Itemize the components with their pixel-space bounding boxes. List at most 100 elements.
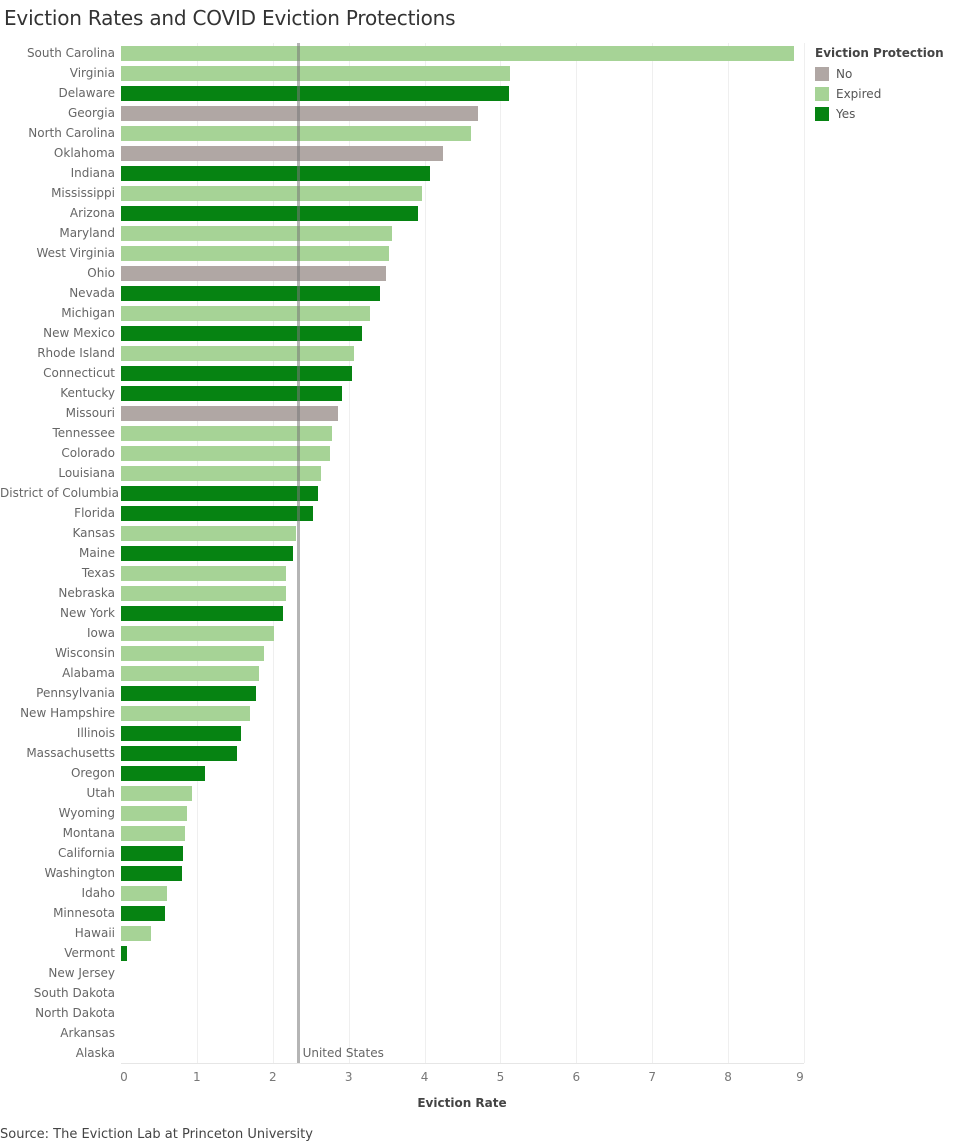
y-axis-label: Virginia [69,66,115,80]
legend: Eviction Protection No Expired Yes [815,46,944,124]
bar[interactable] [121,145,443,161]
y-axis-label: Idaho [81,886,115,900]
bar[interactable] [121,525,296,541]
y-axis-label: California [58,846,115,860]
y-axis-label: Oregon [70,766,115,780]
bar[interactable] [121,805,188,821]
x-tick-label: 6 [572,1070,581,1084]
bar[interactable] [121,725,241,741]
y-axis-label: Hawaii [74,926,115,940]
gridline [576,43,578,1063]
bar[interactable] [121,585,286,601]
bar[interactable] [121,685,257,701]
gridline [728,43,730,1063]
bar[interactable] [121,425,332,441]
y-axis-label: Colorado [61,446,115,460]
source-note: Source: The Eviction Lab at Princeton Un… [0,1127,313,1142]
x-tick-label: 3 [344,1070,353,1084]
x-tick-label: 9 [796,1070,804,1084]
y-axis-label: Wyoming [58,806,115,820]
x-axis-title: Eviction Rate [417,1096,507,1110]
bar[interactable] [121,765,206,781]
bar[interactable] [121,625,274,641]
gridline [348,43,350,1063]
y-axis-label: South Carolina [26,46,115,60]
y-axis-label: Mississippi [51,186,115,200]
y-axis-label: Louisiana [58,466,115,480]
bar[interactable] [121,385,342,401]
reference-line [297,43,301,1063]
bar[interactable] [121,305,370,321]
y-axis-label: North Carolina [28,126,115,140]
bar[interactable] [121,325,363,341]
bar[interactable] [121,445,330,461]
bar[interactable] [121,265,386,281]
y-axis-label: New Mexico [43,326,115,340]
bar[interactable] [121,885,167,901]
bar[interactable] [121,125,471,141]
bar[interactable] [121,845,184,861]
bar[interactable] [121,945,128,961]
bar[interactable] [121,85,509,101]
bar[interactable] [121,705,250,721]
x-axis-line [121,1063,804,1064]
y-axis-label: Minnesota [53,906,115,920]
bar[interactable] [121,905,165,921]
y-axis-label: Alabama [62,666,115,680]
y-axis-label: North Dakota [35,1006,115,1020]
legend-item-no[interactable]: No [815,64,944,84]
bar[interactable] [121,245,389,261]
legend-item-expired[interactable]: Expired [815,84,944,104]
bar[interactable] [121,565,286,581]
bar[interactable] [121,545,293,561]
bar[interactable] [121,285,380,301]
y-axis-label: Texas [81,566,115,580]
y-axis-label: Washington [44,866,115,880]
y-axis-label: Iowa [86,626,115,640]
y-axis-label: Utah [86,786,115,800]
y-axis-label: Kentucky [60,386,115,400]
y-axis-label: District of Columbia [0,486,119,500]
bar[interactable] [121,45,795,61]
bar[interactable] [121,365,352,381]
x-tick-label: 1 [193,1070,201,1084]
y-axis-label: Vermont [64,946,115,960]
bar[interactable] [121,605,284,621]
bar[interactable] [121,405,339,421]
y-axis-label: Florida [74,506,115,520]
y-axis-label: Nevada [69,286,115,300]
bar[interactable] [121,645,265,661]
bar[interactable] [121,505,313,521]
y-axis-label: Missouri [65,406,115,420]
legend-item-yes[interactable]: Yes [815,104,944,124]
y-axis-label: Arizona [69,206,115,220]
bar[interactable] [121,785,192,801]
x-tick-label: 8 [724,1070,732,1084]
bar[interactable] [121,205,419,221]
bar[interactable] [121,825,185,841]
bar[interactable] [121,185,422,201]
y-axis-label: Nebraska [58,586,115,600]
bar[interactable] [121,665,260,681]
bar[interactable] [121,925,152,941]
gridline [500,43,502,1063]
y-axis-label: Connecticut [43,366,115,380]
bar[interactable] [121,465,322,481]
gridline [652,43,654,1063]
y-axis-label: South Dakota [33,986,115,1000]
bar[interactable] [121,865,182,881]
y-axis-label: West Virginia [36,246,115,260]
y-axis-label: New Hampshire [20,706,115,720]
bar[interactable] [121,225,392,241]
bar[interactable] [121,745,238,761]
bar[interactable] [121,65,510,81]
y-axis-label: Oklahoma [53,146,115,160]
x-tick-label: 2 [268,1070,277,1084]
y-axis-label: Georgia [67,106,115,120]
y-axis-label: Maryland [59,226,115,240]
bar[interactable] [121,345,354,361]
y-axis-label: Illinois [76,726,115,740]
x-tick-label: 5 [496,1070,505,1084]
bar[interactable] [121,165,430,181]
bar[interactable] [121,485,318,501]
